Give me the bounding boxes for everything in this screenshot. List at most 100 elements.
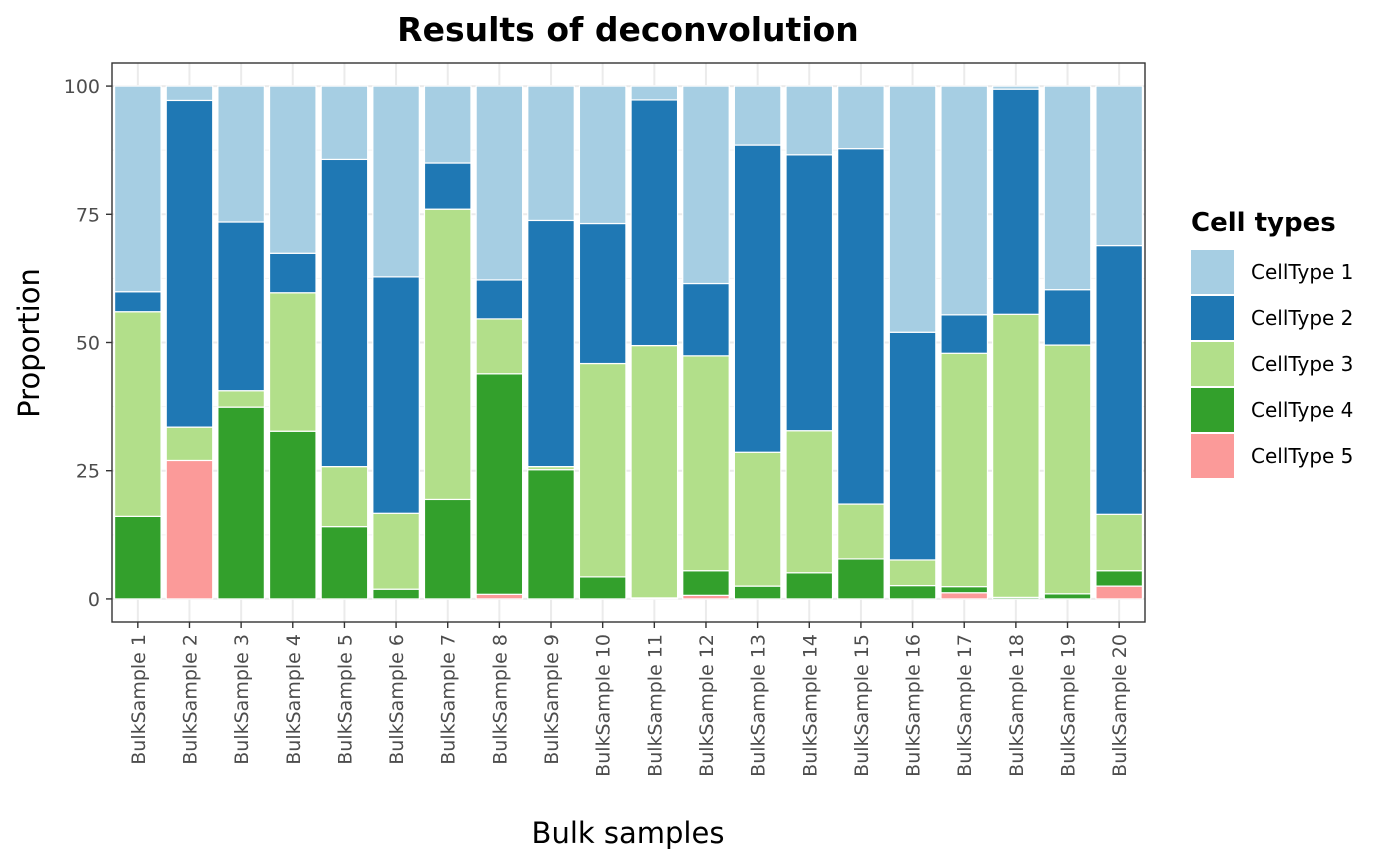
bar-segment — [940, 586, 989, 594]
bar-segment — [165, 85, 214, 102]
y-axis-title: Proportion — [12, 268, 46, 418]
bar-segment — [785, 430, 834, 574]
y-tick-label: 25 — [76, 461, 100, 483]
x-axis: BulkSample 1 BulkSample 2 BulkSample 3 Bulk… — [128, 622, 1131, 777]
bar-segment — [320, 85, 369, 161]
bar-segment — [733, 585, 782, 600]
legend-label: CellType 1 — [1251, 260, 1353, 284]
y-axis: 0 25 50 75 100 — [64, 76, 112, 611]
bar-segment — [423, 85, 472, 164]
legend-swatch — [1191, 250, 1234, 294]
x-tick-label: BulkSample 18 — [1006, 634, 1028, 777]
bar-segment — [630, 85, 679, 101]
bar-segment — [475, 85, 524, 281]
bar-segment — [1043, 344, 1092, 595]
x-tick-label: BulkSample 14 — [799, 634, 821, 777]
bar-segment — [992, 85, 1040, 90]
bar-segment — [682, 355, 730, 572]
bar-segment — [475, 593, 524, 600]
bar-segment — [630, 99, 679, 347]
bar-segment — [733, 85, 782, 146]
bar-segment — [113, 311, 162, 517]
bar-segment — [217, 85, 265, 223]
x-tick-label: BulkSample 16 — [903, 634, 925, 777]
legend-label: CellType 4 — [1251, 398, 1353, 422]
bar-segment — [888, 85, 937, 333]
x-tick-label: BulkSample 1 — [128, 634, 150, 765]
bar-segment — [113, 85, 162, 293]
x-tick-label: BulkSample 4 — [283, 634, 305, 765]
y-tick-label: 100 — [64, 76, 100, 98]
legend-swatch — [1191, 434, 1234, 478]
bar-segment — [268, 252, 317, 294]
bar-segment — [992, 88, 1040, 315]
bar-segment — [578, 362, 627, 578]
bar-segment — [423, 162, 472, 210]
x-tick-label: BulkSample 8 — [489, 634, 511, 765]
bar-segment — [372, 512, 420, 590]
bar-segment — [940, 352, 989, 588]
bar-segment — [733, 144, 782, 453]
bar-segment — [888, 584, 937, 600]
bar-segment — [785, 154, 834, 432]
legend-label: CellType 5 — [1251, 444, 1353, 468]
x-tick-label: BulkSample 10 — [593, 634, 615, 777]
x-tick-label: BulkSample 2 — [179, 634, 201, 765]
legend-swatch — [1191, 388, 1234, 432]
legend-swatch — [1191, 342, 1234, 386]
bar-segment — [165, 99, 214, 428]
bar-segment — [475, 318, 524, 375]
bar-segment — [578, 222, 627, 365]
bar-segment — [217, 406, 265, 600]
bar-segment — [268, 85, 317, 254]
bar-segment — [1095, 570, 1144, 587]
x-tick-label: BulkSample 5 — [334, 634, 356, 765]
bar-segment — [682, 282, 730, 357]
x-axis-title: Bulk samples — [532, 816, 725, 850]
bar-stacks — [113, 85, 1144, 600]
x-tick-label: BulkSample 3 — [231, 634, 253, 765]
bar-segment — [372, 276, 420, 514]
bar-segment — [940, 592, 989, 600]
bar-segment — [475, 373, 524, 595]
bar-segment — [1043, 593, 1092, 600]
x-tick-label: BulkSample 13 — [748, 634, 770, 777]
y-tick-label: 75 — [76, 204, 100, 226]
legend-label: CellType 2 — [1251, 306, 1353, 330]
x-tick-label: BulkSample 6 — [386, 634, 408, 765]
bar-segment — [1043, 289, 1092, 346]
bar-segment — [423, 208, 472, 501]
bar-segment — [527, 85, 575, 222]
bar-segment — [165, 459, 214, 600]
bar-segment — [113, 291, 162, 313]
x-tick-label: BulkSample 17 — [954, 634, 976, 777]
bar-segment — [527, 219, 575, 468]
bar-segment — [320, 466, 369, 528]
x-tick-label: BulkSample 11 — [644, 634, 666, 777]
bar-segment — [888, 559, 937, 587]
bar-segment — [785, 572, 834, 600]
bar-segment — [320, 158, 369, 468]
bar-segment — [113, 515, 162, 600]
bar-segment — [630, 344, 679, 599]
bar-segment — [268, 292, 317, 432]
bar-segment — [268, 430, 317, 600]
bar-segment — [785, 85, 834, 156]
bar-segment — [1095, 513, 1144, 572]
legend: Cell types CellType 1 CellType 2 CellType … — [1191, 208, 1353, 478]
chart-title: Results of deconvolution — [397, 10, 859, 49]
bar-segment — [527, 469, 575, 600]
y-tick-label: 50 — [76, 333, 100, 355]
y-tick-label: 0 — [88, 589, 100, 611]
bar-segment — [578, 576, 627, 600]
bar-segment — [682, 570, 730, 596]
x-tick-label: BulkSample 15 — [851, 634, 873, 777]
bar-segment — [372, 85, 420, 278]
bar-segment — [372, 588, 420, 600]
bar-segment — [320, 526, 369, 600]
bar-segment — [578, 85, 627, 225]
bar-segment — [733, 451, 782, 587]
bar-segment — [992, 313, 1040, 598]
bar-segment — [217, 390, 265, 408]
